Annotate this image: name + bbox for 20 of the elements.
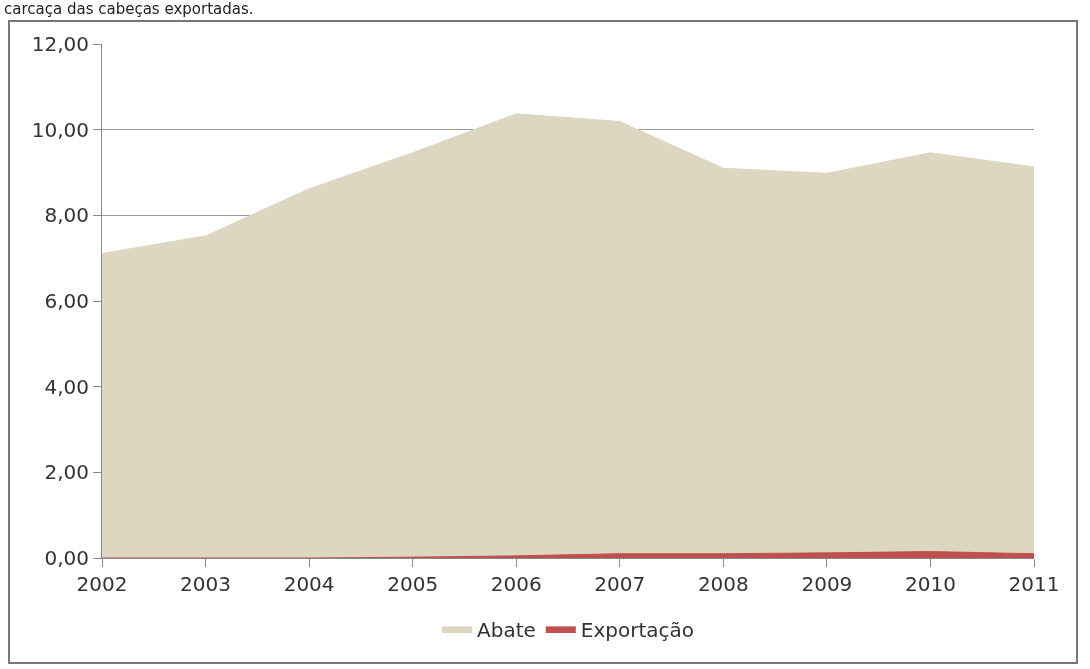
x-tick-label: 2002 [76,572,128,596]
x-tick-label: 2011 [1008,572,1060,596]
y-tick-label: 2,00 [44,460,89,485]
legend-label: Exportação [580,617,694,642]
y-tick-label: 12,00 [31,32,89,56]
x-tick-label: 2006 [490,572,542,596]
y-tick-label: 10,00 [31,117,89,142]
x-tick-label: 2008 [697,572,749,596]
x-tick-label: 2010 [904,572,956,596]
legend-label: Abate [477,617,536,642]
x-tick-label: 2005 [387,572,439,596]
x-tick-label: 2009 [801,572,853,596]
y-tick-label: 6,00 [44,289,89,313]
y-tick-label: 0,00 [44,546,89,570]
y-tick-label: 4,00 [44,374,89,399]
x-tick-label: 2004 [283,572,335,596]
text: carcaça das cabeças exportadas. [4,0,254,18]
x-tick-label: 2003 [180,572,232,596]
x-tick-label: 2007 [594,572,646,596]
y-tick-label: 8,00 [44,203,89,228]
